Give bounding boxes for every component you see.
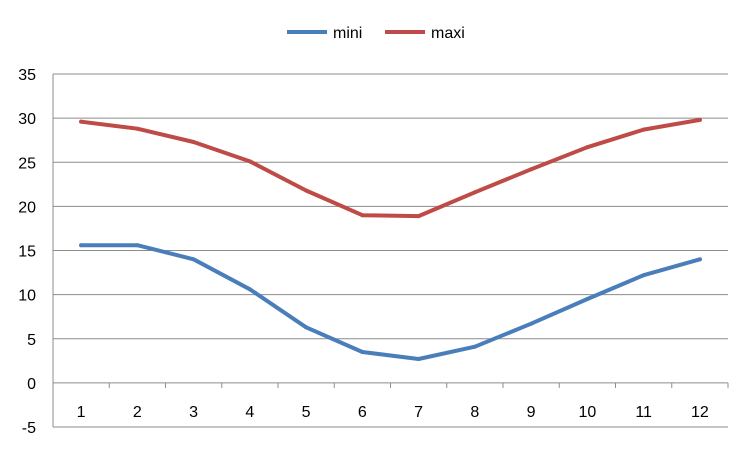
data-point-maxi bbox=[247, 159, 252, 164]
series-line-maxi bbox=[79, 117, 702, 219]
data-point-mini bbox=[135, 243, 140, 248]
data-point-maxi bbox=[135, 126, 140, 131]
x-tick-label: 10 bbox=[578, 404, 596, 421]
data-point-mini bbox=[79, 243, 84, 248]
x-tick-label: 8 bbox=[470, 404, 479, 421]
data-point-mini bbox=[304, 325, 309, 330]
x-tick-label: 1 bbox=[77, 404, 86, 421]
y-tick-label: 25 bbox=[18, 155, 36, 172]
x-tick-label: 4 bbox=[245, 404, 254, 421]
data-point-mini bbox=[641, 273, 646, 278]
y-tick-label: 10 bbox=[18, 288, 36, 305]
y-tick-label: 35 bbox=[18, 67, 36, 84]
data-point-maxi bbox=[360, 213, 365, 218]
series-lines bbox=[79, 117, 702, 362]
data-point-mini bbox=[416, 357, 421, 362]
x-tick-label: 7 bbox=[414, 404, 423, 421]
data-point-maxi bbox=[79, 119, 84, 124]
data-point-maxi bbox=[641, 127, 646, 132]
x-tick-label: 5 bbox=[302, 404, 311, 421]
data-point-maxi bbox=[585, 145, 590, 150]
y-tick-label: 20 bbox=[18, 199, 36, 216]
data-point-mini bbox=[697, 257, 702, 262]
data-point-maxi bbox=[472, 190, 477, 195]
y-tick-label: -5 bbox=[22, 420, 36, 437]
x-tick-label: 2 bbox=[133, 404, 142, 421]
data-point-mini bbox=[472, 344, 477, 349]
series-line-mini bbox=[79, 243, 702, 361]
legend: mini maxi bbox=[287, 25, 465, 42]
y-tick-label: 15 bbox=[18, 244, 36, 261]
x-tick-label: 12 bbox=[691, 404, 709, 421]
data-point-mini bbox=[529, 321, 534, 326]
data-point-mini bbox=[360, 349, 365, 354]
y-tick-label: 0 bbox=[27, 376, 36, 393]
x-tick-label: 6 bbox=[358, 404, 367, 421]
data-point-maxi bbox=[697, 117, 702, 122]
data-point-mini bbox=[191, 257, 196, 262]
x-tick-label: 9 bbox=[527, 404, 536, 421]
x-tick-label: 3 bbox=[189, 404, 198, 421]
data-point-mini bbox=[585, 297, 590, 302]
x-axis-tick-labels: 1 2 3 4 5 6 7 8 9 10 11 12 bbox=[77, 404, 709, 421]
legend-label-maxi: maxi bbox=[431, 25, 465, 42]
legend-label-mini: mini bbox=[333, 25, 362, 42]
y-tick-label: 30 bbox=[18, 111, 36, 128]
data-point-maxi bbox=[416, 214, 421, 219]
data-point-mini bbox=[247, 287, 252, 292]
data-point-maxi bbox=[529, 167, 534, 172]
x-tick-label: 11 bbox=[635, 404, 652, 421]
y-axis-tick-labels: 35 30 25 20 15 10 5 0 -5 bbox=[18, 67, 36, 437]
y-tick-label: 5 bbox=[27, 332, 36, 349]
data-point-maxi bbox=[304, 188, 309, 193]
data-point-maxi bbox=[191, 139, 196, 144]
axes bbox=[52, 74, 729, 427]
